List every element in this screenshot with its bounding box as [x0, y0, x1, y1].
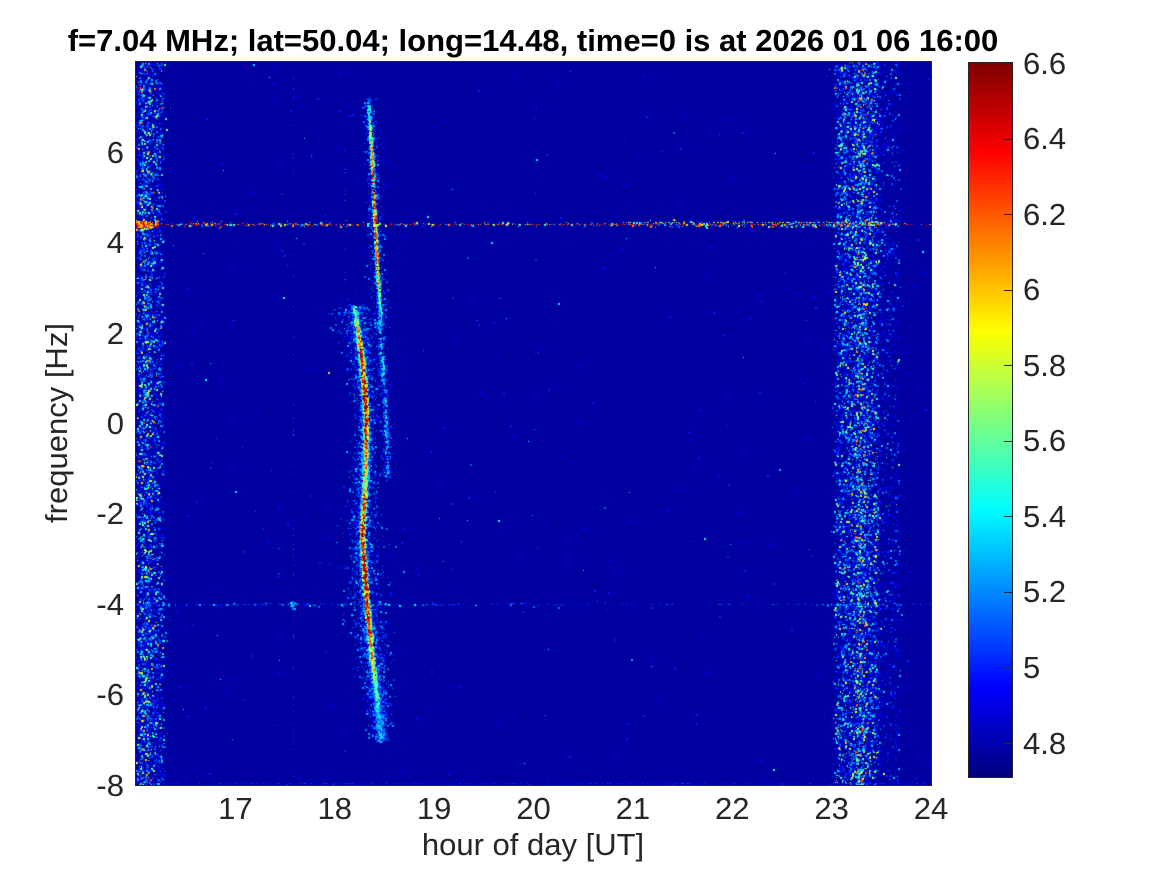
colorbar-gradient: [969, 63, 1012, 777]
x-tick-label: 18: [317, 791, 352, 826]
colorbar: [968, 62, 1013, 778]
colorbar-tick-label: 5.8: [1023, 347, 1067, 383]
colorbar-tick-mark: [1004, 214, 1012, 215]
x-tick-label: 20: [516, 791, 551, 826]
colorbar-tick-label: 6.6: [1023, 45, 1067, 81]
colorbar-tick-mark: [1004, 743, 1012, 744]
y-tick-label: 0: [106, 406, 124, 441]
y-tick-label: -2: [96, 496, 124, 532]
colorbar-tick-label: 5.2: [1023, 574, 1067, 610]
y-tick-label: -8: [96, 767, 124, 803]
y-tick-label: -6: [96, 677, 124, 713]
x-axis-label: hour of day [UT]: [421, 827, 645, 862]
colorbar-tick-label: 4.8: [1023, 725, 1067, 761]
colorbar-tick-mark: [1004, 516, 1012, 517]
x-tick-label: 23: [814, 791, 849, 826]
x-tick-label: 19: [416, 791, 452, 826]
colorbar-tick-mark: [1004, 667, 1012, 668]
plot-area: [135, 61, 932, 786]
y-tick-label: 6: [106, 134, 124, 170]
colorbar-tick-mark: [1004, 592, 1012, 593]
colorbar-tick-label: 6.2: [1023, 196, 1067, 232]
y-tick-label: 4: [106, 225, 124, 261]
y-tick-label: 2: [106, 315, 124, 351]
colorbar-tick-label: 6.4: [1023, 121, 1067, 157]
colorbar-tick-label: 5.4: [1023, 498, 1067, 534]
colorbar-tick-mark: [1004, 441, 1012, 442]
colorbar-tick-mark: [1004, 63, 1012, 64]
x-tick-label: 17: [218, 791, 253, 826]
x-tick-label: 22: [715, 791, 750, 826]
y-tick-label: -4: [96, 586, 124, 622]
x-tick-label: 24: [913, 791, 949, 826]
x-tick-label: 21: [615, 791, 651, 826]
colorbar-tick-mark: [1004, 290, 1012, 291]
colorbar-tick-mark: [1004, 365, 1012, 366]
colorbar-tick-label: 6: [1023, 272, 1041, 308]
chart-title: f=7.04 MHz; lat=50.04; long=14.48, time=…: [67, 23, 999, 58]
spectrogram-heatmap: [136, 62, 931, 785]
colorbar-tick-label: 5: [1023, 649, 1041, 685]
colorbar-tick-mark: [1004, 139, 1012, 140]
colorbar-tick-label: 5.6: [1023, 423, 1067, 459]
